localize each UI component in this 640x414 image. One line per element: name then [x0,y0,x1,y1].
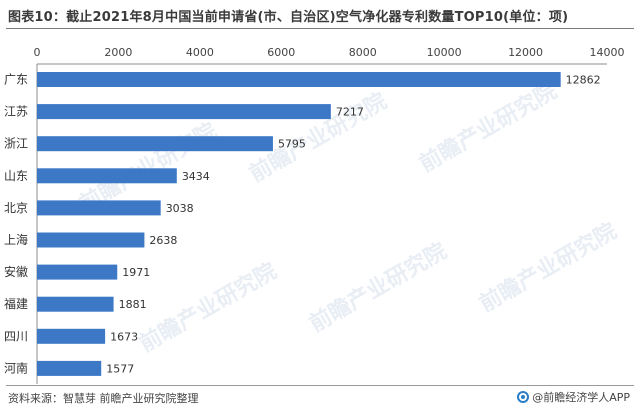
x-tick-label: 12000 [508,46,543,59]
bar [37,232,145,248]
value-label: 12862 [566,74,601,87]
bar [37,264,118,280]
x-tick-label: 14000 [590,46,625,59]
brand-logo-icon [517,391,530,403]
value-label: 5795 [278,138,306,151]
value-label: 3434 [182,170,210,183]
bar [37,200,161,216]
bar [37,72,561,87]
category-label: 安徽 [4,264,28,279]
value-label: 1673 [110,330,138,343]
category-label: 广东 [4,73,28,87]
x-tick-label: 4000 [186,46,214,59]
brand-credit: @前瞻经济学人APP [517,389,630,405]
category-label: 四川 [4,329,28,343]
category-label: 河南 [4,360,28,375]
x-tick-label: 8000 [349,46,377,59]
value-label: 1577 [106,362,134,375]
x-tick-label: 0 [34,46,41,59]
x-tick-label: 2000 [104,46,132,59]
title-divider [6,28,634,29]
category-label: 福建 [4,296,28,311]
bar [37,136,273,152]
value-label: 7217 [336,106,364,119]
chart-title: 图表10：截止2021年8月中国当前申请省(市、自治区)空气净化器专利数量TOP… [8,10,569,25]
category-label: 北京 [4,201,28,215]
category-label: 山东 [4,169,28,183]
x-tick-label: 6000 [267,46,295,59]
value-label: 2638 [149,234,177,247]
bar [37,328,106,344]
brand-text: @前瞻经济学人APP [532,391,630,404]
footer-divider [6,385,634,386]
value-label: 3038 [166,202,194,215]
bar [37,360,102,376]
category-label: 上海 [4,232,28,247]
value-label: 1971 [122,266,150,279]
category-label: 浙江 [4,137,28,151]
bar [37,104,331,120]
bar [37,168,177,184]
value-label: 1881 [119,298,147,311]
category-label: 江苏 [4,105,28,119]
source-note: 资料来源：智慧芽 前瞻产业研究院整理 [8,392,199,405]
bar [37,296,114,312]
x-tick-label: 10000 [427,46,462,59]
